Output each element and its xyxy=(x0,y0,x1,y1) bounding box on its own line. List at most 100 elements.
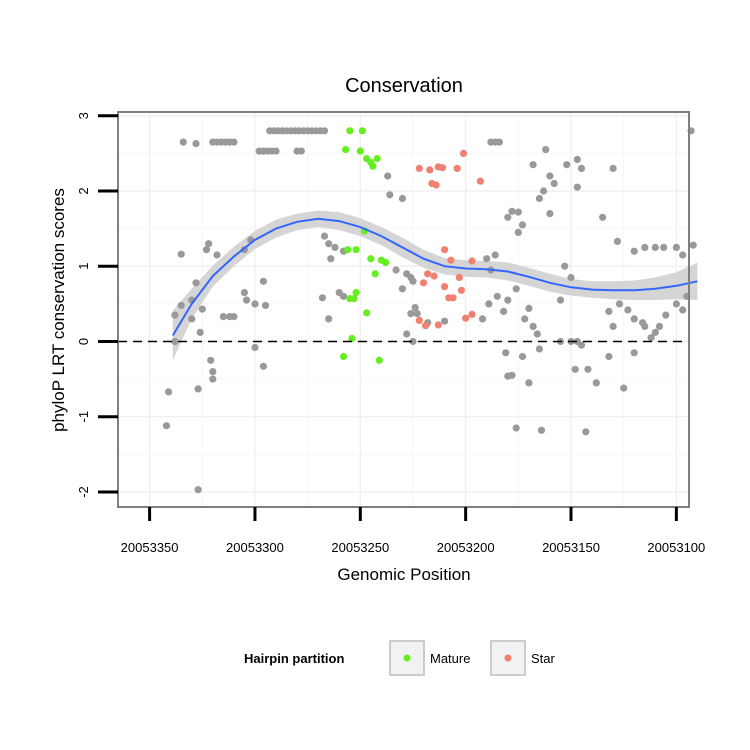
data-point xyxy=(196,328,204,336)
data-point xyxy=(605,307,613,315)
data-point xyxy=(407,310,415,318)
data-point-mature xyxy=(371,270,379,278)
data-point xyxy=(386,191,394,199)
data-point xyxy=(550,179,558,188)
data-point xyxy=(537,426,546,434)
data-point xyxy=(504,213,512,221)
data-point xyxy=(194,486,202,494)
data-point xyxy=(577,164,586,172)
data-point xyxy=(613,237,622,245)
y-tick-label: 3 xyxy=(76,112,91,119)
data-point-star xyxy=(430,272,438,280)
y-tick-label: 0 xyxy=(76,338,91,345)
data-point-mature xyxy=(342,146,350,154)
data-point xyxy=(582,428,590,436)
data-point-mature xyxy=(363,309,371,317)
legend: Hairpin partition Mature Star xyxy=(244,640,556,676)
data-point xyxy=(630,247,638,255)
data-point xyxy=(207,356,215,364)
data-point xyxy=(165,388,173,396)
data-point xyxy=(514,208,522,216)
y-tick-label: -1 xyxy=(76,411,91,423)
data-point xyxy=(177,250,185,258)
data-point-star xyxy=(441,246,449,254)
data-point xyxy=(512,285,520,293)
smooth-line xyxy=(171,217,698,337)
data-point-mature xyxy=(382,258,390,267)
data-point-star xyxy=(455,273,463,282)
data-point xyxy=(620,384,628,392)
x-tick-label: 20053250 xyxy=(331,540,389,555)
data-point xyxy=(630,315,638,323)
data-point xyxy=(615,300,624,308)
data-point xyxy=(325,240,333,248)
data-point xyxy=(679,251,687,259)
data-point xyxy=(179,138,187,146)
data-point-star xyxy=(441,283,449,291)
legend-title: Hairpin partition xyxy=(244,651,344,666)
data-point xyxy=(495,138,503,146)
chart-title: Conservation xyxy=(345,75,463,97)
data-point xyxy=(259,362,267,370)
data-point xyxy=(662,311,670,319)
data-point xyxy=(327,255,335,263)
data-point xyxy=(493,292,501,300)
data-point xyxy=(518,352,527,361)
x-tick-label: 20053200 xyxy=(437,540,495,555)
data-point xyxy=(599,213,607,221)
data-point xyxy=(571,365,579,373)
data-point-mature xyxy=(350,295,358,303)
data-point xyxy=(647,334,655,342)
data-point xyxy=(525,304,533,312)
data-point xyxy=(320,232,329,240)
data-point xyxy=(230,138,238,146)
legend-label-mature: Mature xyxy=(430,651,470,666)
legend-swatch-mature xyxy=(403,654,411,662)
data-point-mature xyxy=(367,255,375,263)
data-point xyxy=(339,292,348,300)
x-tick-label: 20053350 xyxy=(121,540,179,555)
data-point xyxy=(512,424,520,432)
data-point xyxy=(529,322,537,330)
data-point xyxy=(535,194,544,203)
data-point xyxy=(219,313,227,321)
data-point xyxy=(514,228,522,236)
data-point-star xyxy=(457,286,465,294)
legend-entry-star: Star xyxy=(490,640,556,676)
data-point xyxy=(409,337,417,346)
y-axis-label: phyloP LRT conservation scores xyxy=(49,188,68,432)
data-point xyxy=(259,277,267,285)
data-point xyxy=(641,243,649,251)
data-point xyxy=(624,306,632,314)
data-point xyxy=(478,315,487,323)
data-point xyxy=(392,266,400,274)
data-point xyxy=(542,146,550,154)
data-point xyxy=(171,337,179,346)
data-point-star xyxy=(447,256,455,264)
legend-entry-mature: Mature xyxy=(389,640,470,676)
data-point xyxy=(577,341,586,349)
data-point xyxy=(660,243,668,251)
data-point xyxy=(320,127,329,135)
data-point-mature xyxy=(348,334,356,343)
data-point xyxy=(213,251,221,259)
data-point-mature xyxy=(369,162,377,170)
x-tick-label: 20053100 xyxy=(647,540,705,555)
data-point xyxy=(188,315,196,323)
legend-key-mature xyxy=(389,640,425,676)
data-point xyxy=(192,140,200,148)
data-point-mature xyxy=(352,246,360,254)
data-point xyxy=(561,262,569,270)
data-point xyxy=(672,300,681,308)
y-tick-label: 1 xyxy=(76,263,91,270)
data-point xyxy=(508,207,516,215)
data-point xyxy=(563,161,571,169)
data-point xyxy=(500,307,508,315)
data-point xyxy=(485,300,493,308)
data-point-mature xyxy=(358,127,366,135)
data-point-mature xyxy=(373,155,381,163)
data-point xyxy=(641,322,649,330)
data-point xyxy=(689,241,697,249)
data-point-star xyxy=(434,321,442,329)
